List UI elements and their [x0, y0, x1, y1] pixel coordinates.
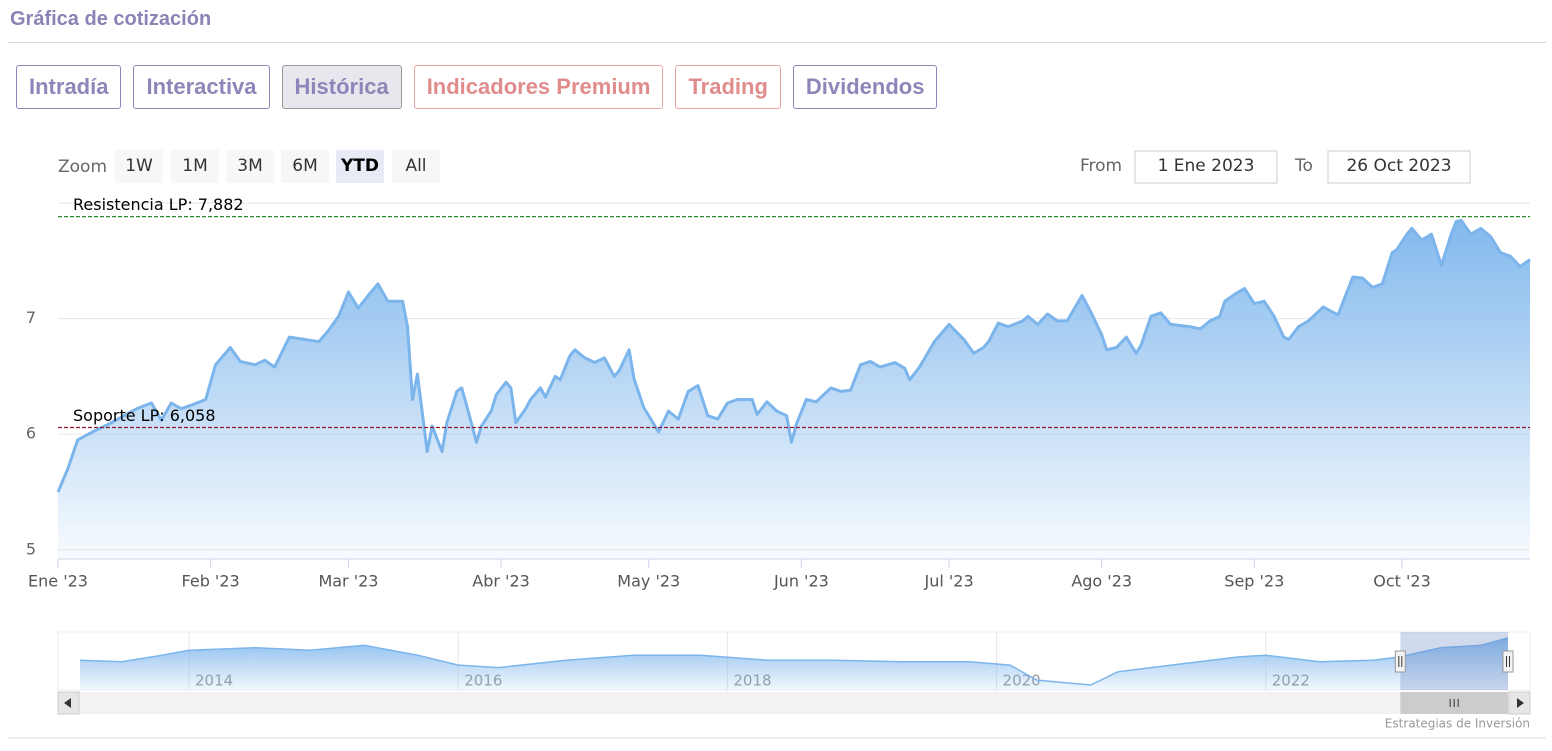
x-tick-label: May '23	[617, 572, 680, 591]
x-tick-label: Jul '23	[923, 572, 973, 591]
tab[interactable]: Histórica	[281, 65, 402, 109]
x-tick-label: Abr '23	[472, 572, 530, 591]
navigator-line	[79, 637, 1509, 686]
zoom-button-label: All	[405, 156, 426, 176]
zoom-button-label: 3M	[237, 156, 262, 176]
zoom-button-label: 1W	[125, 156, 153, 176]
annotation-label: Soporte LP: 6,058	[73, 406, 216, 425]
divider	[8, 42, 1546, 43]
area-fill	[58, 220, 1530, 560]
zoom-button[interactable]	[392, 150, 440, 183]
zoom-button[interactable]	[171, 150, 219, 183]
x-tick-label: Jun '23	[773, 572, 829, 591]
y-tick-label: 6	[26, 424, 36, 443]
x-tick-label: Feb '23	[182, 572, 240, 591]
handle-grip	[1506, 656, 1510, 667]
navigator-selection[interactable]	[1400, 632, 1508, 690]
credit: Estrategias de Inversión	[1385, 717, 1530, 731]
navigator-area	[80, 637, 1508, 690]
navigator-handle[interactable]	[1394, 650, 1406, 673]
thumb-grip	[1449, 699, 1459, 707]
x-tick-label: Mar '23	[318, 572, 378, 591]
tab[interactable]: Trading	[675, 65, 781, 109]
zoom-button[interactable]	[115, 150, 163, 183]
handle-grip	[1398, 656, 1403, 667]
from-value: 1 Ene 2023	[1158, 156, 1255, 176]
zoom-button[interactable]	[336, 150, 384, 183]
annotation-label: Resistencia LP: 7,882	[73, 195, 244, 214]
x-tick-label: Sep '23	[1224, 572, 1284, 591]
tab-bar: Intradía Interactiva Histórica Indicador…	[16, 65, 938, 109]
zoom-button-label: 6M	[292, 156, 317, 176]
tab[interactable]: Interactiva	[133, 65, 270, 109]
from-input[interactable]	[1134, 150, 1278, 184]
y-tick-label: 7	[26, 308, 36, 327]
page-title: Gráfica de cotización	[10, 8, 212, 30]
arrow-left	[64, 698, 71, 708]
price-line	[56, 218, 1531, 493]
to-value: 26 Oct 2023	[1346, 156, 1451, 176]
zoom-button[interactable]	[281, 150, 329, 183]
tab[interactable]: Intradía	[16, 65, 122, 109]
x-tick-label: Ago '23	[1071, 572, 1132, 591]
arrow-right	[1517, 698, 1524, 708]
zoom-button[interactable]	[226, 150, 274, 183]
y-tick-label: 5	[26, 539, 36, 558]
zoom-button-label: YTD	[340, 156, 379, 176]
scrollbar-track[interactable]	[58, 692, 1530, 714]
from-label: From	[1080, 156, 1122, 176]
x-tick-label: Ene '23	[28, 572, 88, 591]
navigator-handle[interactable]	[1502, 650, 1514, 673]
tab[interactable]: Indicadores Premium	[413, 65, 664, 109]
zoom-label: Zoom	[58, 157, 107, 177]
zoom-button-label: 1M	[182, 156, 207, 176]
tab[interactable]: Dividendos	[792, 65, 938, 109]
to-label: To	[1294, 156, 1313, 176]
to-input[interactable]	[1327, 150, 1471, 184]
x-tick-label: Oct '23	[1373, 572, 1431, 591]
